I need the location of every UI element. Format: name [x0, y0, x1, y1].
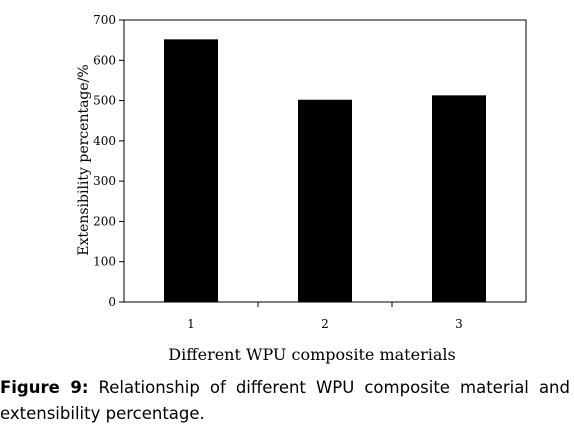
x-axis-tick-labels: 1 2 3 [187, 317, 463, 331]
y-tick-label: 100 [93, 255, 116, 269]
bar-chart: 0 100 200 300 400 500 600 700 1 2 3 Different WPU… [76, 13, 527, 364]
y-tick-label: 300 [93, 174, 116, 188]
y-tick-label: 700 [93, 13, 116, 27]
x-axis-ticks [257, 302, 393, 307]
figure-caption-text: Relationship of different WPU composite … [0, 378, 570, 423]
y-tick-label: 500 [93, 94, 116, 108]
x-axis-title: Different WPU composite materials [168, 345, 455, 364]
figure-label: Figure 9: [0, 378, 89, 397]
y-tick-label: 400 [93, 134, 116, 148]
y-tick-label: 200 [93, 214, 116, 228]
bar-1 [164, 39, 218, 302]
x-tick-label: 1 [187, 317, 195, 331]
x-tick-label: 2 [321, 317, 329, 331]
y-tick-label: 600 [93, 53, 116, 67]
y-tick-label: 0 [108, 295, 116, 309]
bar-3 [432, 95, 486, 302]
y-axis-ticks: 0 100 200 300 400 500 600 700 [93, 13, 124, 309]
y-axis-title: Extensibility percentage/% [76, 64, 92, 255]
x-tick-label: 3 [455, 317, 463, 331]
figure-caption: Figure 9: Relationship of different WPU … [0, 375, 570, 427]
bars [164, 39, 486, 302]
bar-2 [298, 99, 352, 302]
